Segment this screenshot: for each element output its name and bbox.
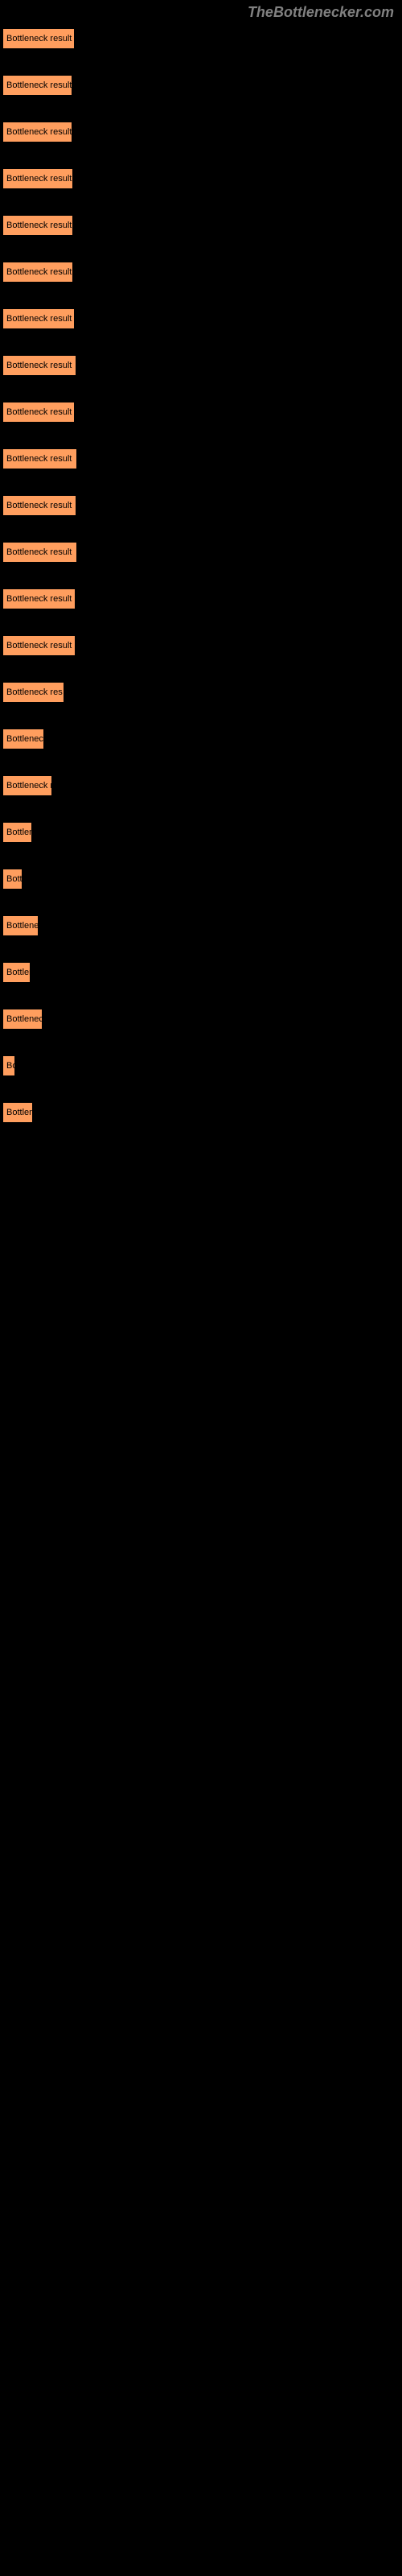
- bar: Bottleneck result: [2, 215, 73, 236]
- bar-row: Bottlene: [2, 915, 402, 936]
- bar-row: Bott: [2, 869, 402, 890]
- bar-row: Bottleneck result: [2, 122, 402, 142]
- bar-row: Bottleneck result: [2, 28, 402, 49]
- bar: Bottlen: [2, 1102, 33, 1123]
- bar-row: Bottlen: [2, 822, 402, 843]
- bar-row: Bottlenec: [2, 1009, 402, 1030]
- bar-row: Bottleneck result: [2, 402, 402, 423]
- bar-row: Bottler: [2, 962, 402, 983]
- bar-row: Bottleneck result: [2, 542, 402, 563]
- bar-row: Bottleneck result: [2, 635, 402, 656]
- bar-row: Bottleneck result: [2, 308, 402, 329]
- bar: Bottleneck result: [2, 75, 72, 96]
- watermark-text: TheBottlenecker.com: [248, 4, 394, 21]
- bar: Bottleneck result: [2, 168, 73, 189]
- bar: Bottleneck result: [2, 308, 75, 329]
- bar: Bottleneck result: [2, 542, 77, 563]
- bar: Bottleneck result: [2, 588, 76, 609]
- bar-row: Bottlen: [2, 1102, 402, 1123]
- bar: Bottlenec: [2, 1009, 43, 1030]
- bar: Bottleneck result: [2, 355, 76, 376]
- bar-row: Bottleneck r: [2, 775, 402, 796]
- bar: Bottleneck result: [2, 28, 75, 49]
- bar: Bottleneck r: [2, 775, 52, 796]
- bar-row: Bottleneck result: [2, 215, 402, 236]
- bar-row: Bottleneck result: [2, 355, 402, 376]
- bar: Bottlene: [2, 915, 39, 936]
- bar-row: Bo: [2, 1055, 402, 1076]
- bar-row: Bottleneck result: [2, 448, 402, 469]
- bar-row: Bottleneck res: [2, 682, 402, 703]
- bar: Bottleneck result: [2, 635, 76, 656]
- bar: Bo: [2, 1055, 15, 1076]
- bar-row: Bottleneck result: [2, 262, 402, 283]
- bar-row: Bottleneck result: [2, 168, 402, 189]
- bar-row: Bottleneck result: [2, 75, 402, 96]
- bar: Bottleneck result: [2, 448, 77, 469]
- bar: Bottleneck result: [2, 122, 72, 142]
- bar: Bottlen: [2, 822, 32, 843]
- bar: Bottleneck res: [2, 682, 64, 703]
- bar-row: Bottlenec: [2, 729, 402, 749]
- bar: Bottleneck result: [2, 495, 76, 516]
- bar: Bott: [2, 869, 23, 890]
- bar: Bottleneck result: [2, 402, 75, 423]
- bar: Bottlenec: [2, 729, 44, 749]
- bar: Bottler: [2, 962, 31, 983]
- bar-row: Bottleneck result: [2, 495, 402, 516]
- bar-row: Bottleneck result: [2, 588, 402, 609]
- bar: Bottleneck result: [2, 262, 73, 283]
- chart-container: Bottleneck result Bottleneck result Bottle…: [0, 0, 402, 1123]
